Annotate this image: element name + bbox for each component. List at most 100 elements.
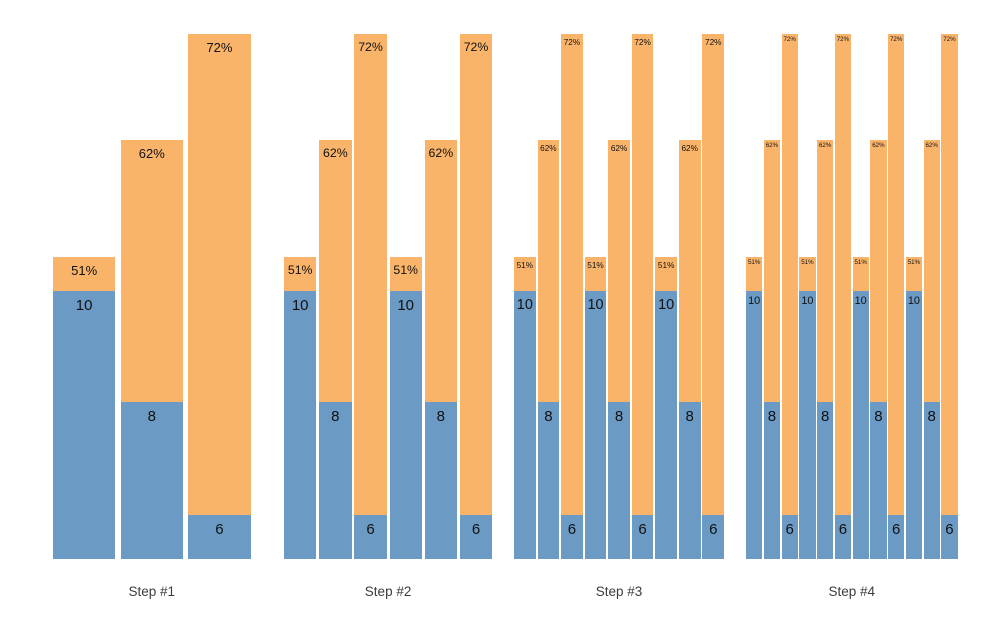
value-label: 10 <box>801 294 814 307</box>
value-label: 10 <box>75 296 93 313</box>
value-segment: 6 <box>888 515 905 559</box>
bar-group-step-2: 51% 10 62% 8 72% 6 51% 10 62% 8 72% 6 <box>284 0 495 618</box>
value-segment: 8 <box>120 402 183 559</box>
percent-segment: 62% <box>870 140 887 402</box>
value-segment: 10 <box>284 291 317 559</box>
value-label: 8 <box>544 407 553 424</box>
value-label: 6 <box>709 520 718 537</box>
percent-label: 72% <box>563 37 581 47</box>
value-segment: 8 <box>870 402 887 559</box>
percent-label: 51% <box>907 259 921 267</box>
value-label: 8 <box>685 407 694 424</box>
percent-segment: 51% <box>53 257 116 291</box>
value-segment: 8 <box>319 402 352 559</box>
value-segment: 10 <box>389 291 422 559</box>
percent-label: 51% <box>516 260 534 270</box>
group-label-step-4: Step #4 <box>828 584 876 599</box>
value-label: 10 <box>516 296 533 312</box>
value-label: 8 <box>614 407 624 424</box>
value-segment: 8 <box>678 402 701 559</box>
percent-segment: 51% <box>655 257 677 291</box>
percent-label: 72% <box>463 39 489 54</box>
percent-segment: 62% <box>817 140 834 402</box>
percent-label: 72% <box>836 36 850 44</box>
value-segment: 8 <box>608 402 630 559</box>
percent-label: 51% <box>747 259 761 267</box>
value-label: 10 <box>854 294 867 307</box>
percent-label: 62% <box>925 142 938 150</box>
value-label: 8 <box>874 407 883 424</box>
percent-label: 51% <box>71 263 98 278</box>
percent-label: 62% <box>138 146 165 161</box>
percent-segment: 72% <box>188 34 251 515</box>
value-label: 8 <box>147 407 156 424</box>
value-segment: 8 <box>537 402 560 559</box>
percent-segment: 51% <box>584 257 607 291</box>
percent-segment: 72% <box>834 34 852 515</box>
value-segment: 8 <box>817 402 834 559</box>
percent-label: 51% <box>393 262 418 277</box>
value-segment: 10 <box>799 291 816 559</box>
percent-label: 62% <box>872 142 885 150</box>
value-label: 6 <box>891 520 901 537</box>
bar-group-step-3: 51% 10 62% 8 72% 6 51% 10 62% 8 72% 6 51% 10 62% 8 72% 6 <box>514 0 726 618</box>
percent-segment: 72% <box>781 34 798 515</box>
percent-segment: 72% <box>561 34 583 515</box>
value-segment: 10 <box>584 291 607 559</box>
value-label: 8 <box>927 407 936 424</box>
percent-label: 72% <box>783 36 796 44</box>
value-segment: 6 <box>354 515 387 559</box>
value-label: 8 <box>331 407 340 424</box>
percent-segment: 72% <box>941 34 958 515</box>
bar-group-step-1: 51% 10 62% 8 72% 6 <box>53 0 256 618</box>
percent-label: 51% <box>587 260 604 270</box>
percent-label: 62% <box>428 145 454 160</box>
percent-segment: 62% <box>678 140 701 402</box>
group-label-step-3: Step #3 <box>595 584 643 599</box>
value-label: 6 <box>215 520 224 537</box>
percent-label: 62% <box>818 142 832 150</box>
percent-segment: 51% <box>284 257 317 291</box>
percent-label: 51% <box>287 262 313 277</box>
percent-segment: 62% <box>319 140 352 402</box>
group-label-step-2: Step #2 <box>364 584 412 599</box>
percent-segment: 62% <box>120 140 183 402</box>
value-label: 10 <box>291 296 309 313</box>
value-segment: 6 <box>702 515 725 559</box>
value-label: 6 <box>638 520 647 537</box>
value-label: 6 <box>838 520 848 537</box>
value-segment: 10 <box>905 291 923 559</box>
value-label: 10 <box>587 296 604 312</box>
value-segment: 8 <box>424 402 457 559</box>
percent-label: 72% <box>889 36 903 44</box>
percent-label: 62% <box>765 142 779 150</box>
value-label: 6 <box>471 520 481 537</box>
value-segment: 6 <box>941 515 958 559</box>
percent-label: 72% <box>634 37 651 47</box>
value-segment: 8 <box>763 402 781 559</box>
percent-segment: 62% <box>537 140 560 402</box>
percent-segment: 51% <box>799 257 816 291</box>
percent-label: 62% <box>681 143 698 153</box>
percent-segment: 72% <box>459 34 493 515</box>
percent-label: 62% <box>610 143 628 153</box>
value-label: 6 <box>567 520 577 537</box>
value-label: 10 <box>748 294 761 307</box>
value-segment: 6 <box>188 515 251 559</box>
value-label: 6 <box>366 520 375 537</box>
percent-segment: 51% <box>389 257 422 291</box>
value-label: 8 <box>767 407 777 424</box>
value-segment: 6 <box>631 515 654 559</box>
group-label-step-1: Step #1 <box>128 584 176 599</box>
percent-label: 62% <box>323 145 348 160</box>
value-segment: 10 <box>746 291 763 559</box>
value-segment: 6 <box>459 515 493 559</box>
percent-segment: 51% <box>905 257 923 291</box>
value-segment: 6 <box>561 515 583 559</box>
value-segment: 6 <box>781 515 798 559</box>
percent-segment: 62% <box>923 140 940 402</box>
value-segment: 10 <box>53 291 116 559</box>
percent-segment: 62% <box>608 140 630 402</box>
value-label: 6 <box>945 520 954 537</box>
